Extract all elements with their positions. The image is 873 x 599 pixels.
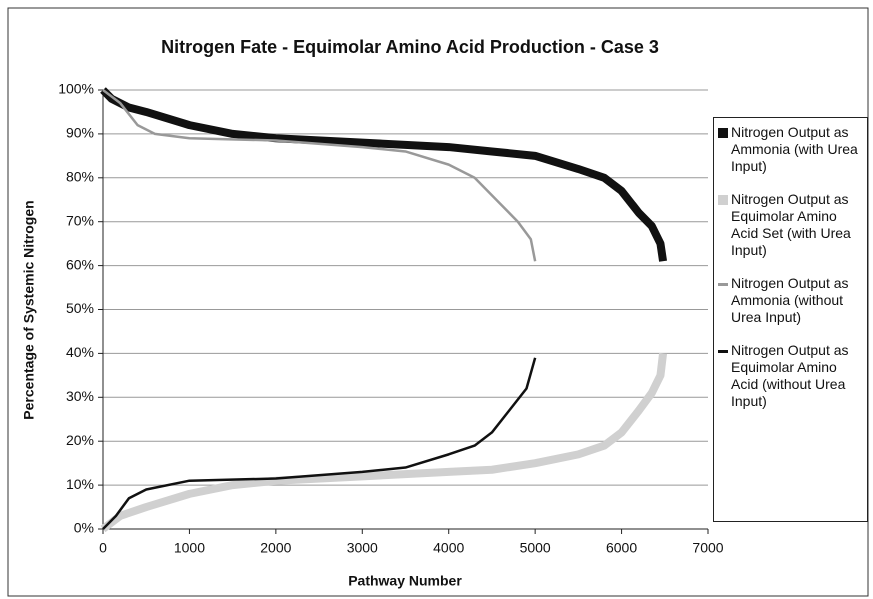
x-tick-label: 3000 [347,540,378,556]
y-tick-label: 80% [66,169,94,185]
y-tick-label: 70% [66,212,94,228]
legend-entry: Nitrogen Output as Ammonia (without Urea… [718,275,863,326]
x-tick-label: 0 [99,540,107,556]
legend-swatch [718,195,728,205]
y-tick-label: 100% [58,81,94,97]
chart-title: Nitrogen Fate - Equimolar Amino Acid Pro… [161,37,659,57]
x-tick-label: 2000 [260,540,291,556]
legend-label: Nitrogen Output as Equimolar Amino Acid … [731,191,851,258]
x-tick-label: 6000 [606,540,637,556]
y-tick-label: 30% [66,388,94,404]
x-tick-label: 5000 [520,540,551,556]
legend-label: Nitrogen Output as Ammonia (without Urea… [731,275,849,325]
legend-entry: Nitrogen Output as Equimolar Amino Acid … [718,191,863,259]
legend-label: Nitrogen Output as Equimolar Amino Acid … [731,342,849,409]
legend-entry: Nitrogen Output as Equimolar Amino Acid … [718,342,863,410]
y-tick-label: 50% [66,300,94,316]
series-line [102,357,537,530]
legend-label: Nitrogen Output as Ammonia (with Urea In… [731,124,858,174]
legend-swatch [718,128,728,138]
y-tick-label: 90% [66,125,94,141]
y-tick-label: 20% [66,432,94,448]
x-tick-label: 4000 [433,540,464,556]
y-tick-label: 40% [66,344,94,360]
legend: Nitrogen Output as Ammonia (with Urea In… [713,117,868,522]
y-axis-label: Percentage of Systemic Nitrogen [21,200,37,419]
x-tick-label: 1000 [174,540,205,556]
legend-swatch [718,283,728,286]
chart-border [7,7,869,597]
y-tick-label: 0% [74,520,94,536]
x-tick-label: 7000 [692,540,723,556]
series-line [100,352,668,533]
x-axis-label: Pathway Number [348,573,462,589]
series-line [102,89,537,262]
legend-entry: Nitrogen Output as Ammonia (with Urea In… [718,124,863,175]
y-tick-label: 10% [66,476,94,492]
y-tick-label: 60% [66,256,94,272]
series-line [100,87,668,262]
legend-swatch [718,350,728,353]
